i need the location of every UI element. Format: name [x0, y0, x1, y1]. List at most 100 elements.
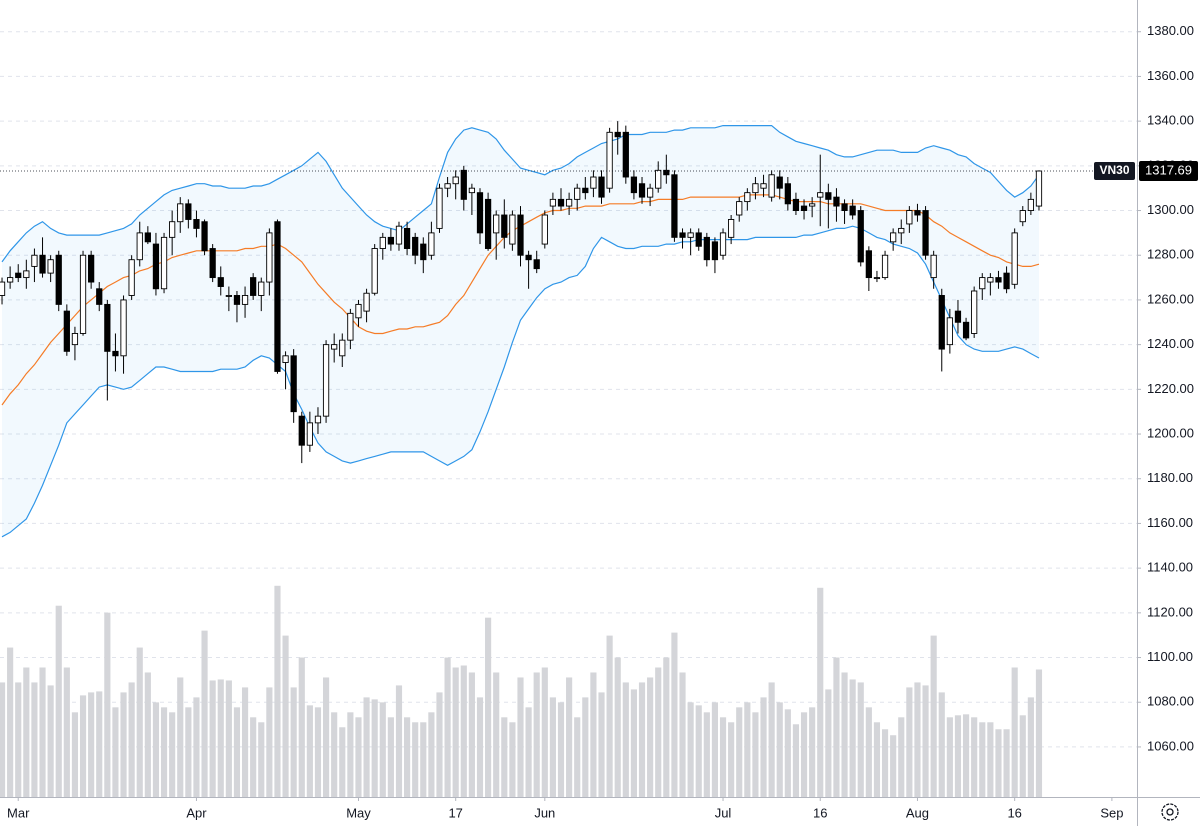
- volume-bar: [752, 712, 759, 797]
- settings-gear-center[interactable]: [1166, 808, 1174, 816]
- candle-body: [865, 250, 872, 279]
- x-tick-label: 16: [813, 805, 827, 820]
- volume-bar: [468, 672, 475, 797]
- volume-bar: [258, 722, 265, 797]
- candle-body: [752, 183, 759, 194]
- volume-bar: [314, 707, 322, 797]
- candle-body: [719, 232, 727, 256]
- x-tick-label: Jul: [715, 805, 732, 820]
- candle-body: [160, 236, 168, 290]
- volume-bar: [598, 692, 605, 797]
- volume-bar: [298, 657, 305, 797]
- volume-bar: [695, 705, 702, 797]
- candle-body: [274, 221, 281, 372]
- volume-bar: [614, 657, 621, 797]
- candle-body: [1027, 198, 1034, 211]
- volume-bar: [322, 677, 330, 797]
- candle-body: [444, 183, 451, 189]
- volume-bar: [833, 657, 840, 797]
- candle-body: [306, 422, 313, 446]
- candle-body: [930, 254, 937, 279]
- candle-body: [711, 241, 719, 261]
- symbol-label: VN30: [1099, 163, 1129, 177]
- volume-bar: [266, 687, 273, 797]
- volume-bar: [849, 679, 856, 797]
- candle-body: [217, 277, 224, 287]
- candle-body: [493, 214, 500, 234]
- candle-body: [1035, 170, 1043, 207]
- candle-body: [347, 312, 354, 341]
- candle-body: [79, 254, 87, 334]
- candle-body: [655, 169, 662, 189]
- candle-body: [169, 221, 176, 238]
- candle-body: [104, 303, 111, 352]
- candle-body: [922, 210, 929, 256]
- settings-gear[interactable]: [1161, 803, 1179, 821]
- symbol-tag: [1094, 161, 1135, 180]
- volume-bar: [152, 702, 160, 797]
- candle-body: [817, 192, 824, 198]
- band-fill: [2, 125, 1039, 537]
- candle-body: [825, 192, 832, 200]
- volume-bar: [566, 677, 573, 797]
- volume-bar: [509, 722, 516, 797]
- volume-bar: [962, 714, 970, 797]
- candle-body: [144, 232, 151, 243]
- x-tick-label: Jun: [534, 805, 555, 820]
- candle-body: [420, 243, 427, 261]
- candle-body: [630, 176, 638, 194]
- y-tick-label: 1280.00: [1147, 247, 1194, 262]
- volume-bar: [233, 707, 241, 797]
- volume-bar: [355, 717, 362, 797]
- settings-button[interactable]: [1161, 803, 1179, 821]
- volume-bar: [930, 635, 937, 797]
- candle-body: [833, 196, 840, 207]
- candle-body: [1003, 272, 1010, 290]
- volume-bar: [79, 695, 87, 797]
- candle-body: [290, 355, 297, 413]
- candle-body: [890, 232, 897, 243]
- volume-bar: [404, 717, 411, 797]
- volume-bar: [679, 672, 686, 797]
- volume-bar: [549, 697, 556, 797]
- volume-bar: [760, 697, 767, 797]
- volume-bar: [88, 692, 95, 797]
- y-tick-label: 1160.00: [1147, 515, 1193, 530]
- volume-bar: [128, 682, 135, 797]
- candle-body: [582, 187, 589, 194]
- candle-body: [525, 254, 532, 261]
- candle-body: [533, 259, 540, 270]
- volume-bar: [557, 702, 565, 797]
- volume-bar: [15, 682, 22, 797]
- volume-bar: [209, 680, 216, 797]
- candle-body: [258, 281, 265, 296]
- volume-bar: [55, 605, 62, 797]
- volume-bar: [282, 635, 289, 797]
- volume-bar: [744, 702, 751, 797]
- volume-bar: [671, 632, 678, 797]
- volume-bar: [841, 672, 848, 797]
- volume-bar: [63, 667, 70, 797]
- candle-body: [112, 350, 119, 357]
- candle-body: [881, 254, 889, 279]
- volume-bar: [687, 702, 694, 797]
- candle-body: [857, 210, 864, 263]
- candle-body: [339, 339, 346, 357]
- volume-bar: [306, 705, 313, 797]
- y-tick-label: 1200.00: [1147, 425, 1194, 440]
- y-tick-label: 1300.00: [1147, 202, 1194, 217]
- volume-bar: [436, 692, 443, 797]
- volume-bar: [225, 680, 232, 797]
- x-tick-label: 16: [1007, 805, 1021, 820]
- candle-body: [395, 225, 403, 245]
- candle-body: [971, 290, 978, 334]
- x-tick-label: Apr: [186, 805, 207, 820]
- candle-body: [1011, 232, 1018, 285]
- volume-bar: [946, 717, 953, 797]
- volume-bar: [412, 722, 419, 797]
- candle-body: [201, 221, 208, 252]
- volume-bar: [630, 689, 637, 797]
- volume-bar: [47, 685, 54, 797]
- candle-body: [622, 131, 629, 178]
